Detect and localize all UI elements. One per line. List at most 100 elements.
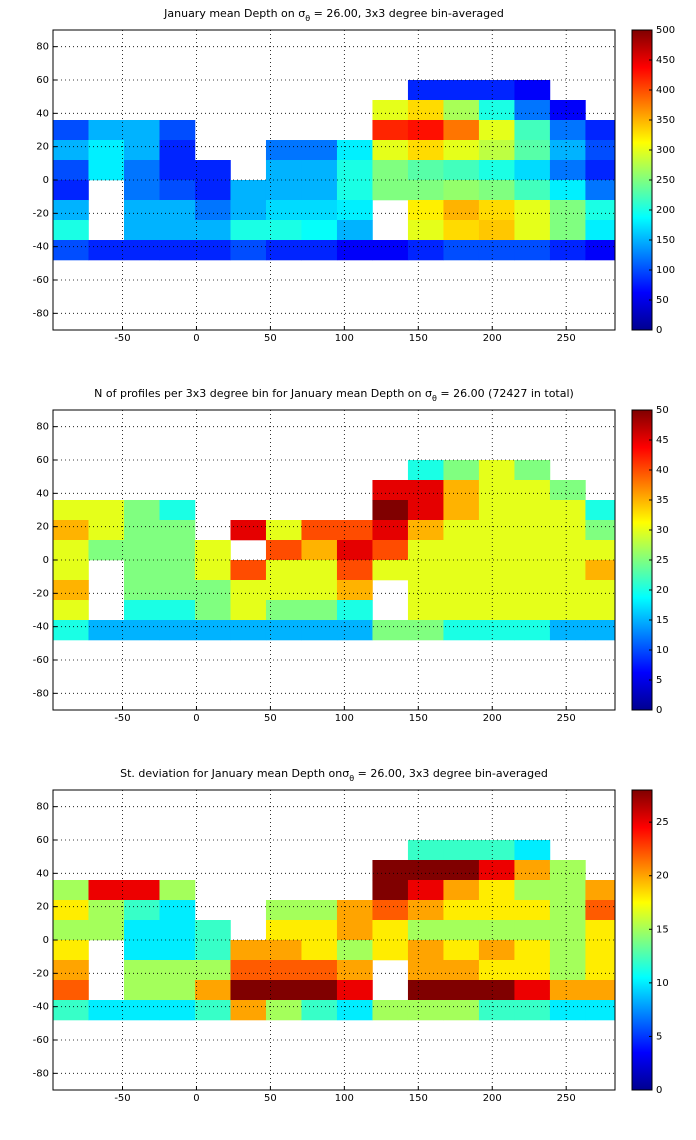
cell — [407, 900, 444, 921]
cell — [372, 240, 409, 261]
cell — [336, 600, 373, 621]
cell — [443, 940, 480, 961]
cell — [443, 920, 480, 941]
cell — [372, 520, 409, 541]
cell — [372, 480, 409, 501]
cell — [443, 600, 480, 621]
cell — [407, 620, 444, 641]
cell — [585, 220, 615, 241]
cell — [514, 80, 551, 101]
cell — [265, 620, 302, 641]
cell — [407, 160, 444, 181]
cell — [159, 560, 196, 581]
cell — [407, 560, 444, 581]
colorbar-label: 45 — [656, 435, 669, 446]
cell — [407, 480, 444, 501]
y-tick-label: 20 — [36, 142, 49, 153]
cell — [88, 540, 125, 561]
cell — [159, 920, 196, 941]
y-tick-label: -20 — [33, 208, 49, 219]
y-tick-label: -20 — [33, 968, 49, 979]
title-part: St. deviation for January mean Depth onσ — [120, 767, 349, 780]
cell — [514, 980, 551, 1001]
y-tick-label: 0 — [43, 175, 49, 186]
cell — [407, 240, 444, 261]
panel-title: N of profiles per 3x3 degree bin for Jan… — [94, 387, 574, 403]
x-tick-label: -50 — [114, 713, 130, 724]
cell — [585, 540, 615, 561]
cell — [123, 980, 160, 1001]
cell — [407, 220, 444, 241]
cell — [549, 980, 586, 1001]
cell — [301, 140, 338, 161]
cell — [194, 1000, 231, 1021]
y-tick-label: 60 — [36, 75, 49, 86]
cell — [478, 840, 515, 861]
cell — [123, 200, 160, 221]
cell — [407, 140, 444, 161]
cell — [514, 240, 551, 261]
cell — [443, 160, 480, 181]
colorbar-label: 20 — [656, 585, 669, 596]
cell — [265, 600, 302, 621]
cell — [443, 480, 480, 501]
cell — [265, 1000, 302, 1021]
cell — [336, 900, 373, 921]
cell — [372, 860, 409, 881]
cell — [53, 200, 89, 221]
panel-title: January mean Depth on σθ = 26.00, 3x3 de… — [163, 7, 504, 23]
cell — [549, 960, 586, 981]
cell — [372, 180, 409, 201]
colorbar-label: 0 — [656, 705, 662, 716]
cell — [478, 880, 515, 901]
cell — [585, 960, 615, 981]
cell — [407, 120, 444, 141]
y-tick-label: -20 — [33, 588, 49, 599]
cells — [53, 80, 615, 261]
x-tick-label: 50 — [264, 333, 277, 344]
cell — [265, 580, 302, 601]
cell — [159, 520, 196, 541]
cell — [53, 140, 89, 161]
cell — [549, 1000, 586, 1021]
cell — [230, 940, 267, 961]
cell — [478, 100, 515, 121]
cell — [407, 860, 444, 881]
cell — [549, 920, 586, 941]
cell — [123, 920, 160, 941]
cell — [478, 460, 515, 481]
cell — [194, 620, 231, 641]
cell — [53, 980, 89, 1001]
cell — [301, 1000, 338, 1021]
cell — [123, 620, 160, 641]
cell — [478, 520, 515, 541]
cell — [53, 940, 89, 961]
y-tick-label: 40 — [36, 108, 49, 119]
cell — [230, 240, 267, 261]
cell — [159, 900, 196, 921]
cell — [159, 600, 196, 621]
cell — [478, 120, 515, 141]
cell — [53, 920, 89, 941]
colorbar-label: 150 — [656, 235, 675, 246]
cell — [443, 980, 480, 1001]
cell — [514, 1000, 551, 1021]
cell — [53, 960, 89, 981]
cell — [443, 1000, 480, 1021]
cell — [514, 940, 551, 961]
cell — [53, 620, 89, 641]
cell — [230, 520, 267, 541]
cell — [123, 880, 160, 901]
cell — [514, 160, 551, 181]
y-tick-label: -60 — [33, 1035, 49, 1046]
cell — [549, 520, 586, 541]
x-tick-label: 250 — [557, 333, 576, 344]
cells — [53, 840, 615, 1021]
panel-title: St. deviation for January mean Depth onσ… — [120, 767, 548, 783]
cell — [159, 540, 196, 561]
cell — [549, 200, 586, 221]
cell — [443, 500, 480, 521]
cell — [265, 960, 302, 981]
colorbar-label: 300 — [656, 145, 675, 156]
cell — [549, 540, 586, 561]
